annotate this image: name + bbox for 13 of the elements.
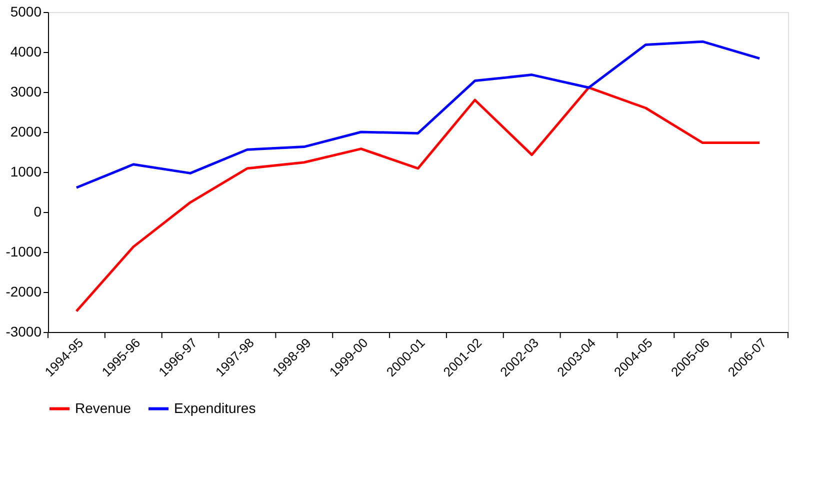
line-series [75, 86, 761, 312]
legend-label: Revenue [75, 400, 132, 416]
y-tick-label: 4000 [10, 44, 42, 60]
y-tick-label: 5000 [10, 4, 42, 20]
line-series [75, 40, 761, 189]
legend-label: Expenditures [174, 400, 256, 416]
y-tick-label: -3000 [6, 324, 42, 340]
y-tick-label: 1000 [10, 164, 42, 180]
y-tick-label: 2000 [10, 124, 42, 140]
y-tick-label: -1000 [6, 244, 42, 260]
y-tick-label: 3000 [10, 84, 42, 100]
y-tick-label: 0 [34, 204, 42, 220]
y-tick-label: -2000 [6, 284, 42, 300]
